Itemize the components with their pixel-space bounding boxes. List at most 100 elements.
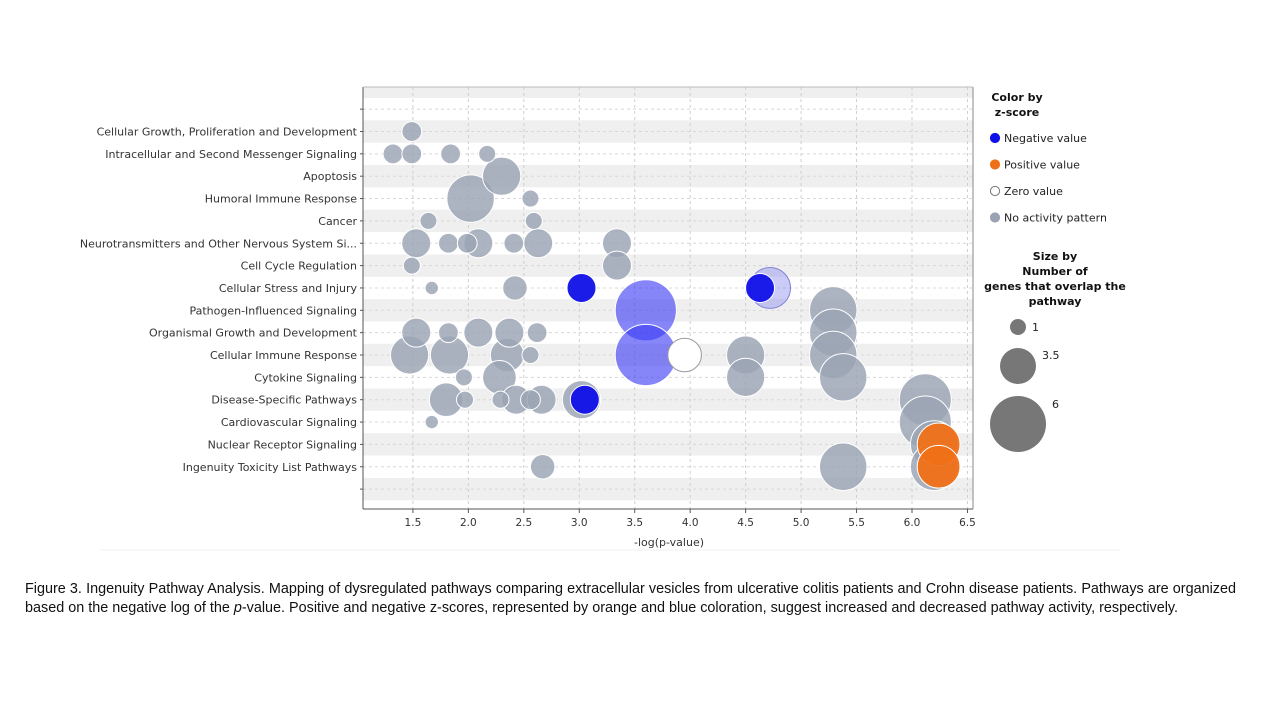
bubble-none bbox=[819, 442, 868, 491]
row-band bbox=[363, 433, 973, 456]
bubble-none bbox=[601, 250, 632, 281]
bubble-none bbox=[494, 317, 525, 348]
bubble-none bbox=[521, 345, 540, 365]
x-tick-label: 5.5 bbox=[848, 517, 865, 529]
bubble-none bbox=[819, 353, 868, 402]
x-axis-title: -log(p-value) bbox=[634, 536, 704, 549]
legend-size-label: 1 bbox=[1032, 321, 1039, 334]
x-tick-labels: 1.5 2.0 2.5 3.0 3.5 4.0 4.5 5.0 5.5 6.0 6.5 bbox=[405, 517, 976, 529]
legend-label-negative: Negative value bbox=[1004, 132, 1087, 145]
bubble-none bbox=[482, 156, 522, 196]
legend-size-label: 6 bbox=[1052, 398, 1059, 411]
bubble-positive bbox=[916, 444, 961, 489]
category-label: Nuclear Receptor Signaling bbox=[208, 438, 357, 451]
legend-label-none: No activity pattern bbox=[1004, 212, 1107, 225]
bubble-negative bbox=[745, 272, 776, 303]
category-label: Cellular Immune Response bbox=[210, 349, 357, 362]
bubble-negative bbox=[614, 323, 677, 387]
bubble-none bbox=[424, 414, 439, 430]
bubble-none bbox=[523, 228, 554, 259]
row-band bbox=[363, 254, 973, 277]
caption-italic-p: p bbox=[233, 600, 242, 616]
legend-size-title: pathway bbox=[1029, 295, 1082, 308]
x-tick-label: 2.0 bbox=[460, 517, 477, 529]
bubble-none bbox=[401, 317, 432, 348]
bubble-none bbox=[401, 121, 423, 142]
legend: Color by z-score Negative value Positive va… bbox=[984, 91, 1126, 452]
category-labels: Cellular Growth, Proliferation and Devel… bbox=[80, 126, 358, 474]
category-label: Cellular Stress and Injury bbox=[219, 282, 358, 295]
x-tick-label: 6.0 bbox=[904, 517, 921, 529]
bubble-none bbox=[456, 232, 478, 254]
legend-size-title: genes that overlap the bbox=[984, 280, 1126, 293]
x-tick-label: 2.5 bbox=[515, 517, 532, 529]
category-label: Pathogen-Influenced Signaling bbox=[189, 304, 357, 317]
legend-swatch-positive bbox=[989, 159, 1001, 170]
legend-size-bubble bbox=[1000, 348, 1036, 384]
axes bbox=[100, 86, 1120, 551]
category-label: Apoptosis bbox=[303, 170, 357, 183]
bubble-none bbox=[521, 189, 540, 208]
bubble-none bbox=[524, 211, 543, 230]
bubble-none bbox=[478, 144, 497, 163]
row-band bbox=[363, 87, 973, 98]
legend-swatch-zero bbox=[989, 185, 1001, 197]
bubble-none bbox=[520, 389, 541, 411]
row-band bbox=[363, 209, 973, 233]
legend-size-bubble bbox=[990, 396, 1046, 452]
bubble-none bbox=[491, 390, 510, 409]
category-label: Cellular Growth, Proliferation and Devel… bbox=[97, 126, 358, 139]
category-label: Neurotransmitters and Other Nervous Syst… bbox=[80, 237, 357, 250]
legend-swatch-negative bbox=[989, 132, 1001, 144]
bubbles bbox=[382, 121, 961, 491]
figure-caption: Figure 3. Ingenuity Pathway Analysis. Ma… bbox=[25, 580, 1236, 618]
x-tick-label: 4.0 bbox=[682, 517, 699, 529]
bubble-negative bbox=[566, 272, 597, 303]
bubble-none bbox=[438, 232, 459, 254]
category-label: Cell Cycle Regulation bbox=[241, 260, 357, 273]
legend-label-positive: Positive value bbox=[1004, 159, 1080, 172]
bubble-none bbox=[446, 174, 495, 223]
category-label: Disease-Specific Pathways bbox=[211, 394, 357, 407]
bubble-zero bbox=[667, 337, 702, 373]
x-tick-label: 3.0 bbox=[571, 517, 588, 529]
bubble-none bbox=[438, 322, 459, 344]
bubble-none bbox=[726, 357, 766, 397]
bubble-none bbox=[526, 322, 548, 344]
legend-size-title: Number of bbox=[1022, 265, 1088, 278]
category-label: Cancer bbox=[318, 215, 357, 228]
x-tick-label: 1.5 bbox=[405, 517, 422, 529]
category-label: Cytokine Signaling bbox=[254, 371, 357, 384]
bubble-none bbox=[402, 256, 421, 275]
bubble-none bbox=[424, 280, 439, 296]
bubble-none bbox=[463, 317, 494, 348]
x-tick-label: 4.5 bbox=[737, 517, 754, 529]
bubble-none bbox=[454, 368, 473, 387]
bubble-none bbox=[419, 211, 438, 230]
caption-text-1: Figure 3. Ingenuity Pathway Analysis. Ma… bbox=[25, 581, 1236, 616]
bubble-none bbox=[401, 143, 423, 165]
x-tick-label: 6.5 bbox=[959, 517, 976, 529]
legend-color-title: z-score bbox=[995, 106, 1039, 119]
bubble-none bbox=[503, 232, 525, 254]
bubble-none bbox=[401, 228, 432, 259]
legend-size-bubble bbox=[1010, 319, 1026, 335]
legend-size-title: Size by bbox=[1033, 250, 1077, 263]
category-label: Intracellular and Second Messenger Signa… bbox=[105, 148, 357, 161]
category-label: Cardiovascular Signaling bbox=[221, 416, 357, 429]
category-label: Humoral Immune Response bbox=[205, 193, 357, 206]
category-label: Ingenuity Toxicity List Pathways bbox=[183, 461, 358, 474]
legend-swatch-none bbox=[989, 212, 1001, 223]
row-band bbox=[363, 477, 973, 501]
bubble-negative bbox=[569, 384, 600, 415]
bubble-none bbox=[529, 454, 556, 480]
bubble-none bbox=[382, 143, 404, 165]
bubble-none bbox=[440, 143, 462, 165]
x-tick-label: 5.0 bbox=[793, 517, 810, 529]
x-tick-label: 3.5 bbox=[626, 517, 643, 529]
caption-text-2: -value. Positive and negative z-scores, … bbox=[241, 600, 1179, 616]
category-label: Organismal Growth and Development bbox=[149, 327, 358, 340]
bubble-none bbox=[502, 275, 528, 301]
row-band bbox=[363, 120, 973, 143]
legend-color-title: Color by bbox=[991, 91, 1042, 104]
